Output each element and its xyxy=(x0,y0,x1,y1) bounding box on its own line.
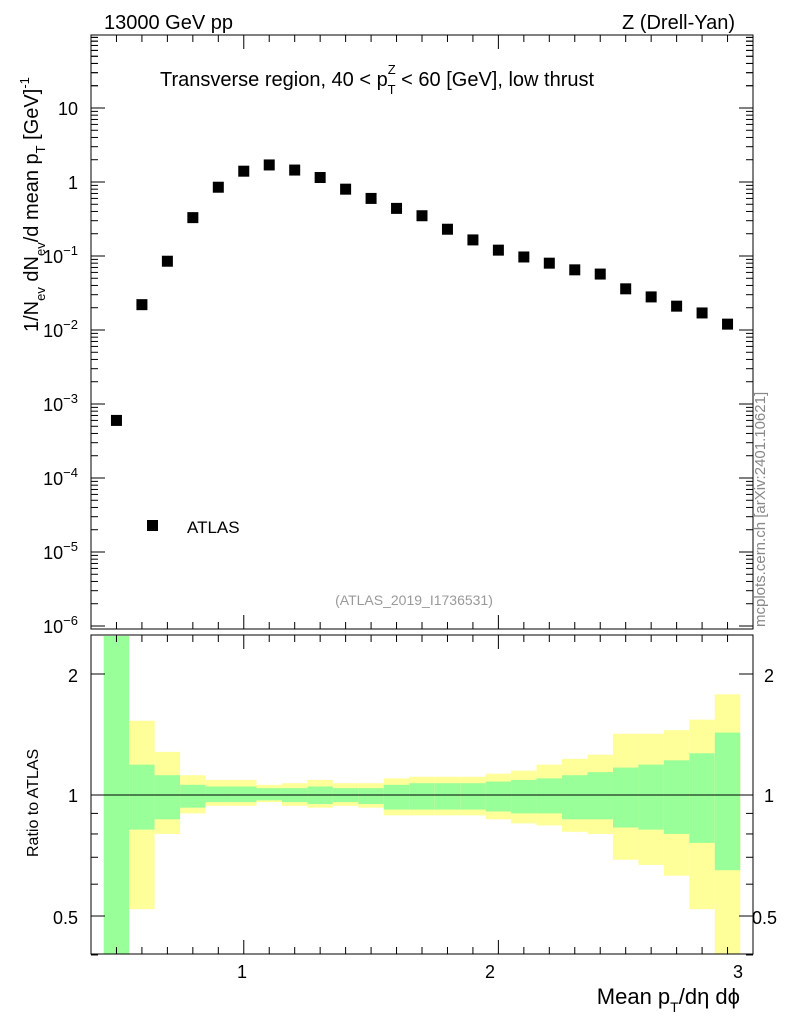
xtick-label-1: 1 xyxy=(237,962,247,982)
data-point xyxy=(594,268,606,280)
data-point xyxy=(314,172,326,184)
data-point xyxy=(187,212,199,224)
ratio-ytick-0.5-left: 0.5 xyxy=(53,908,78,928)
green-band-bin xyxy=(129,764,155,830)
watermark: mcplots.cern.ch [arXiv:2401.10621] xyxy=(752,392,769,627)
analysis-id: (ATLAS_2019_I1736531) xyxy=(335,592,493,608)
green-band-bin xyxy=(409,783,435,810)
data-markers xyxy=(110,159,734,426)
x-axis-label: Mean pT/dη dϕ xyxy=(597,984,740,1015)
ytick-label-1e-4: 10−4 xyxy=(43,465,78,489)
green-band-bin xyxy=(536,778,563,814)
ratio-ytick-1-left: 1 xyxy=(68,786,78,806)
data-point xyxy=(671,300,683,312)
green-band-bin xyxy=(180,784,206,808)
data-point xyxy=(518,251,530,263)
data-point xyxy=(645,291,657,303)
ratio-ytick-2-left: 2 xyxy=(68,666,78,686)
green-band-bin xyxy=(587,772,613,820)
green-band-bin xyxy=(663,760,690,834)
legend-marker xyxy=(147,520,158,531)
ratio-y-axis-label: Ratio to ATLAS xyxy=(25,749,42,857)
header-right: Z (Drell-Yan) xyxy=(622,12,735,34)
green-band-bin xyxy=(714,732,741,871)
xtick-label-2: 2 xyxy=(485,962,495,982)
data-point xyxy=(161,255,173,267)
ytick-label-1: 1 xyxy=(68,173,78,193)
ratio-ytick-0.5-right: 0.5 xyxy=(752,908,777,928)
data-point xyxy=(467,234,479,246)
data-point xyxy=(340,183,352,195)
data-point xyxy=(416,210,428,222)
main-plot-frame xyxy=(90,34,754,630)
x-tick-labels: 1 2 3 xyxy=(237,962,743,982)
green-band-bin xyxy=(689,753,715,843)
data-point xyxy=(722,318,734,330)
green-band-bin xyxy=(231,786,257,803)
green-band-bin xyxy=(256,788,282,801)
data-point xyxy=(136,299,148,311)
data-point xyxy=(289,164,301,176)
data-point xyxy=(238,165,250,177)
data-point xyxy=(620,283,632,295)
green-band-bin xyxy=(383,784,410,810)
green-band-bin xyxy=(485,781,512,812)
green-band-bin xyxy=(612,767,639,828)
data-point xyxy=(263,159,275,171)
ytick-label-10: 10 xyxy=(58,99,78,119)
green-band-bin xyxy=(638,764,664,830)
data-point xyxy=(110,414,122,426)
xtick-label-3: 3 xyxy=(733,962,743,982)
green-band-bin xyxy=(205,786,232,803)
legend-label: ATLAS xyxy=(187,518,240,537)
data-point xyxy=(391,202,403,214)
ratio-bands xyxy=(103,636,741,954)
ytick-label-1e-1: 10−1 xyxy=(43,243,78,267)
data-point xyxy=(492,244,504,256)
ratio-plot-frame xyxy=(90,634,754,955)
data-point xyxy=(212,181,224,193)
data-point xyxy=(696,307,708,319)
data-point xyxy=(441,223,453,235)
main-y-tick-labels: 10 1 10−1 10−2 10−3 10−4 10−5 10−6 xyxy=(43,99,78,637)
ytick-label-1e-6: 10−6 xyxy=(43,613,78,637)
ratio-ytick-2-right: 2 xyxy=(764,666,774,686)
plot-title: Transverse region, 40 < pZ T < 60 [GeV], … xyxy=(160,62,594,97)
data-point xyxy=(543,257,555,269)
data-point xyxy=(365,192,377,204)
ytick-label-1e-3: 10−3 xyxy=(43,391,78,415)
ytick-label-1e-5: 10−5 xyxy=(43,539,78,563)
data-point xyxy=(569,264,581,276)
green-band-bin xyxy=(562,775,588,820)
green-band-bin xyxy=(154,775,181,820)
green-band-bin xyxy=(434,783,461,810)
green-band-bin xyxy=(511,779,537,814)
ratio-y-tick-labels: 2 1 0.5 2 1 0.5 xyxy=(53,666,777,928)
green-band-bin xyxy=(460,783,486,810)
green-band-bin xyxy=(358,788,384,804)
header-left: 13000 GeV pp xyxy=(104,12,233,34)
main-y-axis-label: 1/Nev dNev/d mean pT [GeV]-1 xyxy=(17,77,48,332)
ratio-ytick-1-right: 1 xyxy=(764,786,774,806)
ytick-label-1e-2: 10−2 xyxy=(43,317,78,341)
